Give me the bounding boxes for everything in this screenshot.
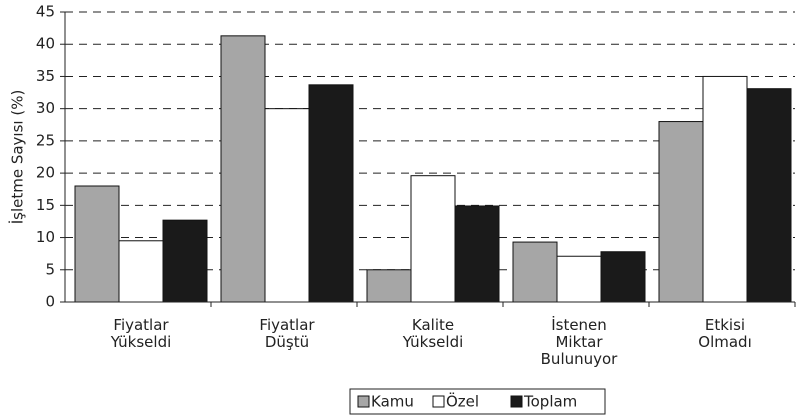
bar: [220, 35, 266, 303]
y-tick-label: 30: [36, 99, 55, 117]
bar: [702, 75, 748, 303]
legend-swatch: [432, 395, 445, 408]
x-tick-label: Etkisi Olmadı: [698, 316, 752, 351]
legend-swatch: [357, 395, 370, 408]
bar: [264, 108, 310, 303]
y-tick-label: 5: [45, 260, 55, 278]
bar: [118, 240, 164, 303]
y-tick-label: 40: [36, 35, 55, 53]
legend-label: Toplam: [523, 393, 577, 411]
bar: [308, 84, 354, 303]
y-tick-label: 10: [36, 228, 55, 246]
legend-label: Kamu: [371, 393, 414, 411]
x-tick-label: Fiyatlar Yükseldi: [110, 316, 172, 351]
bar: [600, 251, 646, 303]
y-tick-label: 15: [36, 196, 55, 214]
y-tick-label: 35: [36, 67, 55, 85]
legend-swatch: [510, 395, 523, 408]
bar: [366, 269, 412, 303]
bar: [512, 241, 558, 303]
legend-label: Özel: [446, 392, 479, 411]
y-axis-label: İşletme Sayısı (%): [8, 90, 27, 225]
y-tick-label: 0: [45, 293, 55, 311]
bar: [410, 175, 456, 303]
x-tick-label: Kalite Yükseldi: [402, 316, 464, 351]
y-tick-label: 20: [36, 164, 55, 182]
bar: [556, 255, 602, 303]
bar: [162, 219, 208, 303]
bar: [658, 121, 704, 303]
x-tick-label: Fiyatlar Düştü: [259, 316, 315, 351]
y-tick-label: 45: [36, 3, 55, 21]
bar: [74, 185, 120, 303]
legend-box: [349, 388, 606, 415]
y-tick-label: 25: [36, 131, 55, 149]
bar: [746, 88, 792, 303]
x-tick-label: İstenen Miktar Bulunuyor: [540, 316, 618, 368]
bar: [454, 205, 500, 303]
